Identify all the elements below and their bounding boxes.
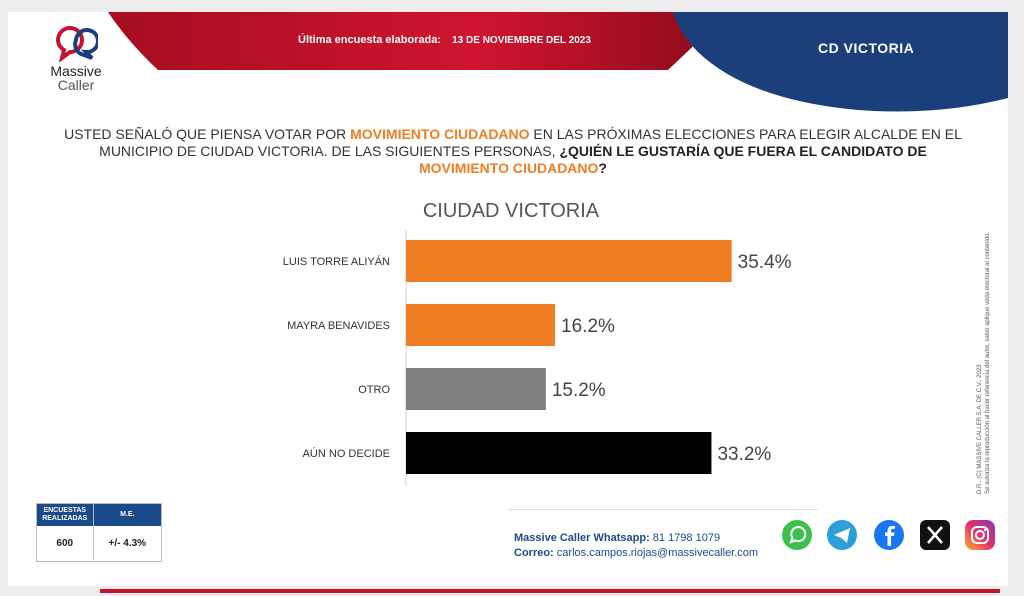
bar: [406, 240, 732, 282]
report-card: Massive Caller Última encuesta elaborada…: [8, 12, 1008, 586]
survey-date: 13 DE NOVIEMBRE DEL 2023: [452, 35, 591, 46]
survey-label: Última encuesta elaborada:: [298, 34, 442, 46]
value-label: 16.2%: [561, 316, 615, 337]
question-text-1: USTED SEÑALÓ QUE PIENSA VOTAR POR: [64, 126, 351, 142]
copyright-line-2: Se autoriza la reproducción al hacer ref…: [985, 231, 991, 494]
brand-name-2: Caller: [57, 77, 95, 93]
category-label: MAYRA BENAVIDES: [287, 320, 390, 332]
question-end: ?: [598, 160, 607, 176]
value-label: 35.4%: [738, 252, 792, 273]
contact-info: Massive Caller Whatsapp: 81 1798 1079 Co…: [514, 531, 758, 561]
question-bold: ¿QUIÉN LE GUSTARÍA QUE FUERA EL CANDIDAT…: [559, 143, 927, 159]
brand-logo: Massive Caller: [36, 26, 116, 106]
facebook-icon[interactable]: [872, 518, 906, 552]
copyright-line-1: D.R., (C) MASSIVE CALLER S.A. DE C.V., 2…: [977, 364, 983, 495]
contact-divider: [508, 509, 818, 510]
question-party-1: MOVIMIENTO CIUDADANO: [350, 126, 530, 142]
stats-margin-value: +/- 4.3%: [92, 526, 161, 560]
question-party-2: MOVIMIENTO CIUDADANO: [419, 160, 599, 176]
category-label: OTRO: [358, 384, 390, 396]
category-label: AÚN NO DECIDE: [303, 447, 390, 460]
value-label: 33.2%: [717, 444, 771, 465]
x-icon[interactable]: [918, 518, 952, 552]
bottom-accent-bar: [100, 589, 1000, 593]
bar: [406, 304, 556, 346]
survey-date-line: Última encuesta elaborada: 13 DE NOVIEMB…: [298, 34, 591, 46]
stats-head-surveys: ENCUESTAS REALIZADAS: [42, 507, 88, 522]
red-banner: [108, 12, 728, 70]
chart-title: CIUDAD VICTORIA: [423, 200, 600, 222]
header-banner: [108, 12, 1008, 112]
email-label: Correo:: [514, 547, 554, 559]
stats-head-margin: M.E.: [92, 504, 161, 526]
survey-question: USTED SEÑALÓ QUE PIENSA VOTAR POR MOVIMI…: [58, 126, 968, 177]
copyright-note: D.R., (C) MASSIVE CALLER S.A. DE C.V., 2…: [976, 134, 992, 494]
bar: [406, 368, 546, 410]
whatsapp-label: Massive Caller Whatsapp:: [514, 532, 650, 544]
category-label: LUIS TORRE ALIYÁN: [283, 255, 390, 268]
whatsapp-number[interactable]: 81 1798 1079: [652, 532, 721, 544]
stats-surveys-value: 600: [56, 537, 74, 549]
brand-name: Massive: [50, 63, 102, 79]
bar: [406, 432, 712, 474]
stats-table: ENCUESTAS REALIZADAS M.E. 600 +/- 4.3%: [36, 503, 162, 562]
whatsapp-icon[interactable]: [780, 518, 814, 552]
bar-chart: CIUDAD VICTORIA LUIS TORRE ALIYÁN 35.4% MA…: [283, 200, 792, 486]
email-address[interactable]: carlos.campos.riojas@massivecaller.com: [556, 547, 759, 559]
blue-banner: [673, 12, 1008, 112]
city-tag: CD VICTORIA: [818, 40, 915, 56]
instagram-icon[interactable]: [963, 518, 997, 552]
chat-bubbles-icon: [55, 26, 98, 62]
question-text-2: EN LAS PRÓXIMAS ELECCIONES PARA ELEGIR A…: [99, 126, 962, 159]
telegram-icon[interactable]: [825, 518, 859, 552]
value-label: 15.2%: [552, 380, 606, 401]
